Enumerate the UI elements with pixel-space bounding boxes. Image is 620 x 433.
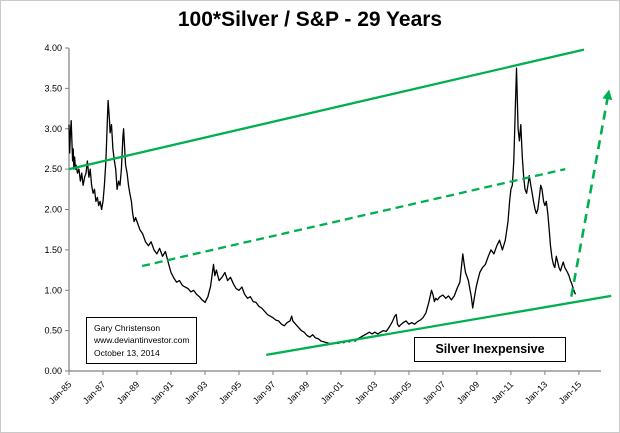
x-tick-label: Jan-01: [319, 379, 346, 406]
x-tick-label: Jan-87: [81, 379, 108, 406]
y-tick-label: 3.00: [44, 124, 62, 134]
credit-annotation-box: Gary Christenson www.deviantinvestor.com…: [86, 317, 198, 364]
x-tick-label: Jan-93: [183, 379, 210, 406]
x-tick-label: Jan-05: [387, 379, 414, 406]
y-tick-label: 1.00: [44, 285, 62, 295]
y-tick-label: 2.00: [44, 205, 62, 215]
middle-channel-trendline: [141, 167, 566, 268]
y-tick-label: 1.50: [44, 245, 62, 255]
x-tick-label: Jan-97: [251, 379, 278, 406]
x-tick-label: Jan-89: [115, 379, 142, 406]
x-tick-label: Jan-09: [455, 379, 482, 406]
projection-arrow: [570, 89, 613, 297]
lower-support-trendline: [266, 294, 612, 357]
x-tick-label: Jan-03: [353, 379, 380, 406]
x-tick-label: Jan-07: [421, 379, 448, 406]
x-tick-label: Jan-13: [523, 379, 550, 406]
credit-website: www.deviantinvestor.com: [94, 335, 190, 346]
x-tick-label: Jan-99: [285, 379, 312, 406]
y-tick-label: 4.00: [44, 43, 62, 53]
x-tick-label: Jan-95: [217, 379, 244, 406]
x-tick-label: Jan-91: [149, 379, 176, 406]
y-tick-label: 3.50: [44, 83, 62, 93]
y-tick-label: 0.00: [44, 366, 62, 376]
x-tick-label: Jan-85: [47, 379, 74, 406]
credit-author: Gary Christenson: [94, 323, 161, 333]
upper-resistance-trendline: [68, 48, 585, 171]
y-tick-label: 0.50: [44, 326, 62, 336]
x-tick-label: Jan-15: [557, 379, 584, 406]
y-tick-label: 2.50: [44, 164, 62, 174]
ratio-series-line: [68, 67, 577, 345]
chart-title: 100*Silver / S&P - 29 Years: [177, 8, 443, 31]
credit-date: October 13, 2014: [94, 347, 160, 358]
silver-inexpensive-label: Silver Inexpensive: [414, 337, 566, 362]
x-tick-label: Jan-11: [489, 379, 515, 405]
